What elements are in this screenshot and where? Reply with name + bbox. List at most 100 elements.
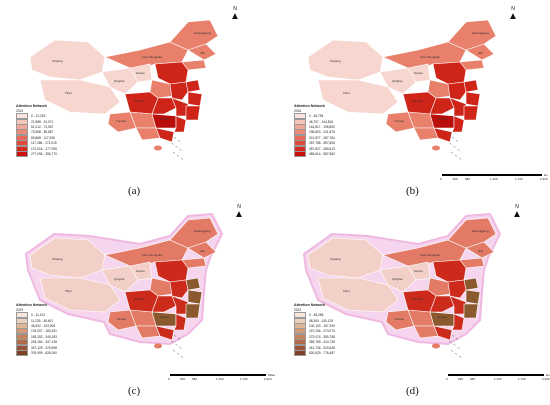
south-china-sea-dash <box>173 136 177 139</box>
legend-class-label: 0 - 11,221 <box>31 313 46 318</box>
province-region <box>169 279 189 299</box>
scale-segment <box>242 374 266 376</box>
province-label: Yunnan <box>116 317 127 321</box>
legend-d: Attention Network 2022 0 - 48,285 48,360 - … <box>294 303 335 357</box>
legend-title: Attention Network <box>294 104 325 108</box>
south-china-sea-dash <box>453 343 456 346</box>
south-china-sea-dash <box>173 334 177 337</box>
scale-unit: km <box>544 173 548 177</box>
south-china-sea-dash <box>450 151 454 154</box>
south-china-sea-dash <box>449 340 452 343</box>
legend-class-label: 347,129 - 376,998 <box>31 345 57 350</box>
province-region <box>451 313 465 331</box>
province-region <box>465 241 495 259</box>
province-label: Gansu <box>414 71 423 75</box>
north-arrow-d: N ▲ <box>510 204 524 220</box>
province-region <box>185 277 201 291</box>
province-label: Yunnan <box>394 317 405 321</box>
legend-class-label: 157,206 - 273,073 <box>309 329 335 334</box>
province-region <box>185 105 201 121</box>
legend-year: 2013 <box>16 108 24 113</box>
province-label: Gansu <box>136 71 145 75</box>
legend-title: Attention Network <box>16 104 47 108</box>
province-label: Tibet <box>65 289 72 293</box>
province-region <box>171 295 189 315</box>
province-region <box>29 39 106 81</box>
north-label: N <box>237 204 241 210</box>
legend-class-label: 100,130 - 157,205 <box>309 324 335 329</box>
province-region <box>187 289 203 305</box>
south-china-sea-dash <box>172 349 176 352</box>
province-region <box>39 277 121 313</box>
province-label: Heilongjiang <box>194 229 211 233</box>
legend-class-label: 489,614 - 987,552 <box>309 152 335 157</box>
province-region <box>432 61 467 85</box>
legend-row: 277,096 - 356,770 <box>16 151 57 158</box>
china-map-d: Xinjiang Tibet Qinghai Inner Mongolia Heilon… <box>302 212 502 358</box>
scale-segment <box>170 374 182 376</box>
legend-year: 2016 <box>294 108 302 113</box>
province-label: Inner Mongolia <box>142 55 162 59</box>
south-china-sea-dash <box>179 346 182 349</box>
south-china-sea-dash <box>454 352 458 355</box>
province-region <box>101 67 139 95</box>
province-region <box>155 127 175 143</box>
province-label: Xinjiang <box>330 59 341 63</box>
scale-segment <box>496 374 520 376</box>
south-china-sea-dash <box>169 133 173 136</box>
south-china-sea-dash <box>449 142 452 145</box>
province-region <box>465 91 481 107</box>
province-region <box>385 309 415 331</box>
scale-label: 290 <box>180 377 186 381</box>
scale-label: 580 <box>192 377 198 381</box>
province-region <box>463 277 479 291</box>
province-label: Qinghai <box>114 277 125 281</box>
province-label: Inner Mongolia <box>142 253 162 257</box>
legend-class-label: 48,402 - 103,006 <box>31 324 56 329</box>
province-region <box>465 43 495 61</box>
legend-swatch <box>294 350 306 357</box>
north-label: N <box>233 6 237 12</box>
province-region <box>173 313 187 331</box>
south-china-sea-dash <box>457 148 460 151</box>
north-arrow-b: N ▲ <box>506 6 520 22</box>
scale-segment <box>182 374 194 376</box>
province-region <box>385 111 415 133</box>
province-region <box>149 79 173 99</box>
south-china-sea-dash <box>453 145 456 148</box>
legend-class-label: 0 - 21,253 <box>31 114 46 119</box>
province-region <box>433 325 453 341</box>
scale-label: 580 <box>465 177 471 181</box>
province-label: Sichuan <box>412 99 423 103</box>
legend-class-label: 277,096 - 356,770 <box>31 152 57 157</box>
scale-label: 0 <box>446 377 448 381</box>
province-label: Heilongjiang <box>472 31 489 35</box>
province-label: Hunan <box>438 315 447 319</box>
legend-class-label: 89,868 - 117,265 <box>31 135 55 140</box>
south-china-sea-dash <box>180 355 184 358</box>
province-region <box>185 79 201 93</box>
province-region <box>449 97 467 117</box>
south-china-sea-dash <box>180 157 184 160</box>
china-map-c: Xinjiang Tibet Qinghai Inner Mongolia Heilon… <box>24 212 224 358</box>
province-region <box>429 97 455 115</box>
province-region <box>427 277 451 297</box>
north-arrow-icon: ▲ <box>234 209 244 220</box>
legend-class-label: 0 - 46,794 <box>309 114 324 119</box>
south-china-sea-dash <box>451 136 455 139</box>
panel-label-a: (a) <box>128 185 141 197</box>
legend-class-label: 287,785 - 357,826 <box>309 141 335 146</box>
scale-label: 2,320 <box>540 177 548 181</box>
legend-class-label: 273,074 - 359,768 <box>309 334 335 339</box>
legend-row: 376,999 - 628,160 <box>16 350 57 357</box>
scale-label: 2,320 <box>264 377 272 381</box>
legend-title: Attention Network <box>294 303 325 307</box>
scale-label: 290 <box>452 177 458 181</box>
legend-title: Attention Network <box>16 303 47 307</box>
province-region <box>307 39 384 81</box>
south-china-sea-dash <box>458 355 462 358</box>
south-china-sea-dash <box>458 157 462 160</box>
province-label: Xinjiang <box>52 257 63 261</box>
province-label: Sichuan <box>412 297 423 301</box>
scale-unit: Miles <box>268 373 276 377</box>
